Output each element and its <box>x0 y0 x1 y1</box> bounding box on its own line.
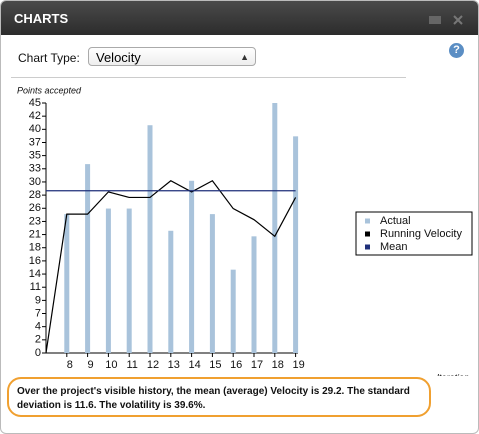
y-tick-label: 42 <box>29 110 41 122</box>
legend-box <box>355 211 473 256</box>
bar <box>105 208 111 353</box>
x-tick-label: 16 <box>230 359 242 371</box>
bar <box>147 125 153 353</box>
bar <box>168 230 174 353</box>
legend-swatch <box>365 231 370 237</box>
y-tick-label: 16 <box>29 255 41 267</box>
bar <box>64 214 70 353</box>
x-axis-label: Iteration <box>436 372 469 376</box>
y-tick-label: 37 <box>29 136 41 148</box>
bar <box>126 208 132 353</box>
bar <box>85 164 91 353</box>
legend-swatch <box>365 244 370 250</box>
bar <box>293 136 299 353</box>
x-tick-label: 18 <box>272 359 284 371</box>
panel-title: CHARTS <box>14 11 69 26</box>
legend-label: Actual <box>380 215 411 227</box>
bar <box>272 103 278 353</box>
y-tick-label: 11 <box>30 281 41 293</box>
chart-type-select[interactable]: Velocity ▲ <box>88 47 256 66</box>
legend-label: Mean <box>380 241 408 253</box>
legend-label: Running Velocity <box>380 228 462 240</box>
bar <box>251 236 257 353</box>
x-tick-label: 17 <box>251 359 263 371</box>
y-tick-label: 35 <box>29 150 41 162</box>
x-tick-label: 8 <box>67 359 73 371</box>
y-tick-label: 21 <box>29 228 41 240</box>
y-tick-label: 0 <box>35 347 41 359</box>
bar <box>189 180 195 353</box>
y-tick-label: 33 <box>29 163 41 175</box>
legend-swatch <box>365 218 370 224</box>
y-tick-label: 26 <box>29 202 41 214</box>
divider <box>11 77 406 78</box>
y-tick-label: 18 <box>29 242 41 254</box>
y-tick-label: 14 <box>29 268 41 280</box>
select-arrow: ▲ <box>240 52 249 62</box>
y-tick-label: 28 <box>29 189 41 201</box>
header-icons <box>429 15 463 25</box>
y-tick-label: 45 <box>29 97 41 109</box>
x-tick-label: 11 <box>126 359 137 371</box>
chart: Points accepted Iteration 02479111416182… <box>17 85 473 376</box>
x-tick-label: 13 <box>168 359 180 371</box>
y-tick-label: 40 <box>29 123 41 135</box>
chart-type-label: Chart Type: <box>18 51 80 65</box>
y-tick-label: 4 <box>35 321 41 333</box>
x-tick-label: 19 <box>292 359 304 371</box>
x-tick-label: 14 <box>188 359 200 371</box>
help-icon[interactable]: ? <box>449 43 464 58</box>
x-tick-label: 10 <box>105 359 117 371</box>
close-icon[interactable] <box>453 15 463 25</box>
summary-note: Over the project's visible history, the … <box>7 377 431 417</box>
bar <box>230 269 236 353</box>
minimize-icon[interactable] <box>429 16 441 24</box>
bar <box>209 214 215 353</box>
y-tick-label: 2 <box>35 334 41 346</box>
line-series <box>45 180 297 354</box>
y-tick-label: 7 <box>35 307 41 319</box>
y-tick-label: 23 <box>29 215 41 227</box>
x-tick-label: 9 <box>88 359 94 371</box>
y-axis-label: Points accepted <box>17 85 82 95</box>
y-tick-label: 9 <box>35 294 41 306</box>
x-tick-label: 15 <box>209 359 221 371</box>
select-value: Velocity <box>96 50 141 65</box>
panel-header: CHARTS <box>1 1 478 35</box>
x-tick-label: 12 <box>147 359 159 371</box>
y-tick-label: 30 <box>29 176 41 188</box>
